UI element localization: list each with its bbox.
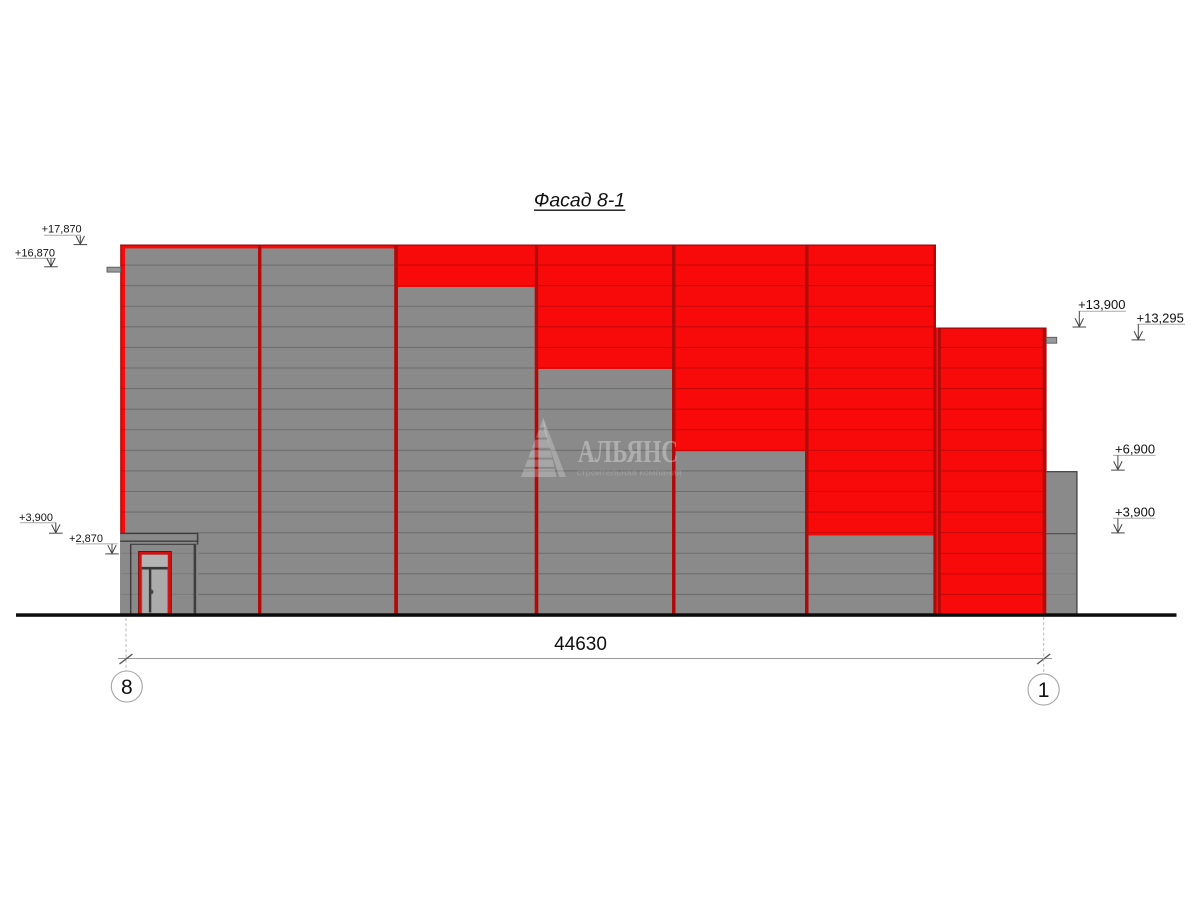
svg-text:строительная компания: строительная компания: [577, 468, 682, 478]
svg-text:44630: 44630: [554, 634, 607, 655]
svg-text:АЛЬЯНС: АЛЬЯНС: [578, 434, 678, 469]
svg-text:+3,900: +3,900: [1115, 505, 1155, 520]
svg-text:+6,900: +6,900: [1115, 442, 1155, 457]
svg-text:+3,900: +3,900: [19, 512, 53, 524]
svg-text:1: 1: [1038, 679, 1050, 702]
svg-text:Фасад 8-1: Фасад 8-1: [534, 190, 625, 212]
svg-text:+16,870: +16,870: [15, 248, 55, 260]
svg-text:+2,870: +2,870: [69, 533, 103, 545]
svg-text:+13,900: +13,900: [1078, 297, 1125, 312]
svg-text:+17,870: +17,870: [42, 223, 82, 235]
svg-text:+13,295: +13,295: [1137, 310, 1184, 325]
svg-text:8: 8: [121, 676, 133, 699]
